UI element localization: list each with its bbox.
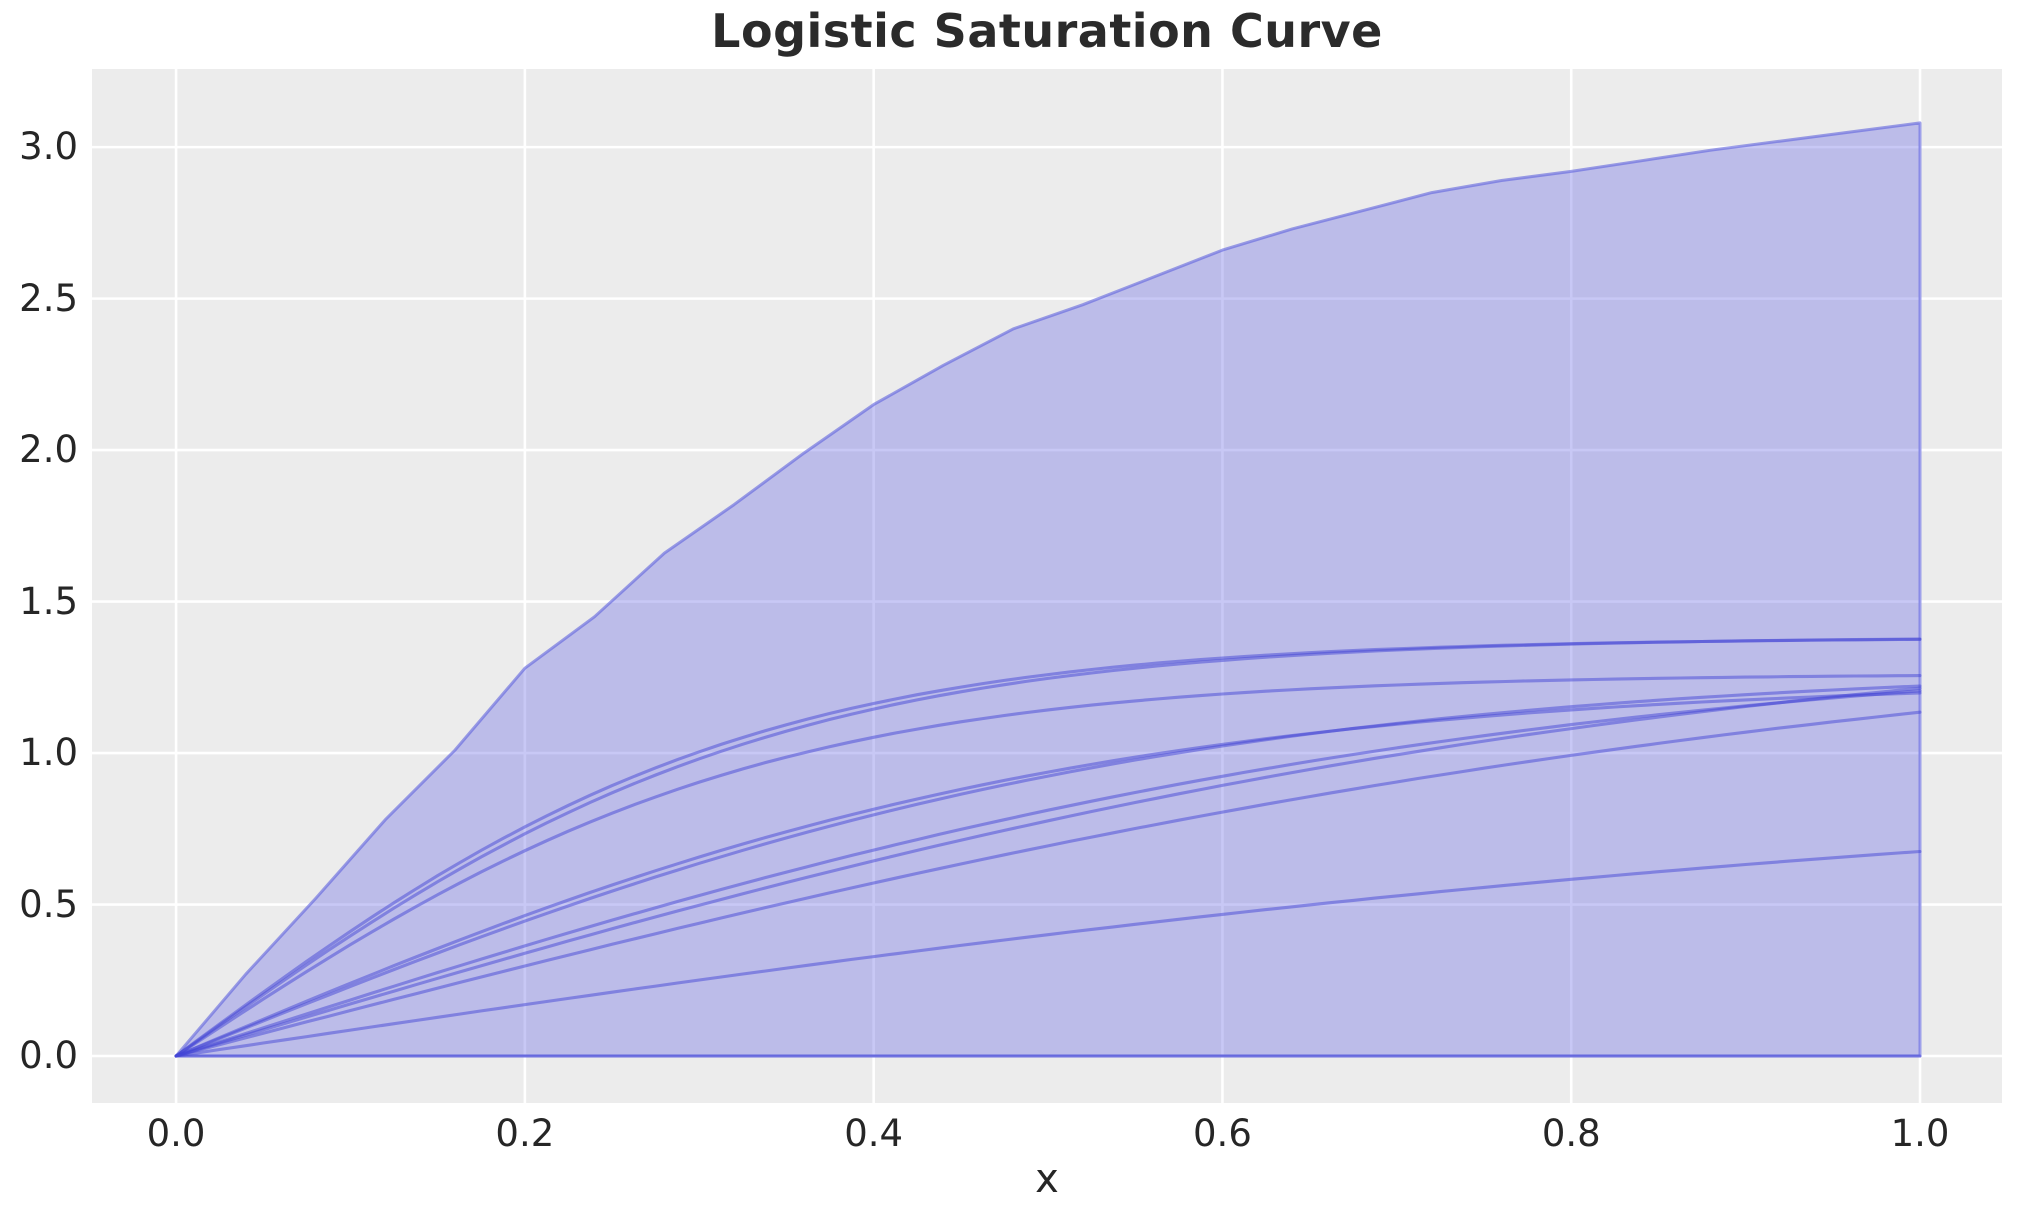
x-tick-label: 0.0 xyxy=(146,1112,206,1155)
x-tick-label: 0.8 xyxy=(1541,1112,1601,1155)
chart-title: Logistic Saturation Curve xyxy=(711,4,1383,58)
x-tick-label: 0.2 xyxy=(495,1112,555,1155)
saturation-curve xyxy=(174,710,1922,1058)
x-tick-label: 1.0 xyxy=(1890,1112,1950,1155)
saturation-curve xyxy=(174,637,1922,1058)
saturation-curve xyxy=(174,689,1922,1058)
y-tick-label: 1.0 xyxy=(19,731,78,775)
y-tick-label: 1.5 xyxy=(19,579,78,623)
x-tick-label: 0.6 xyxy=(1193,1112,1252,1155)
x-tick-label: 0.4 xyxy=(844,1112,904,1155)
plot-area xyxy=(92,69,2002,1103)
y-tick-label: 2.0 xyxy=(19,428,78,472)
y-tick-label: 0.0 xyxy=(19,1034,78,1077)
x-axis-label: x xyxy=(1035,1156,1059,1202)
saturation-curve xyxy=(174,849,1922,1058)
saturation-curve xyxy=(174,686,1922,1058)
hdi-band xyxy=(174,121,1922,1058)
saturation-curve xyxy=(174,691,1922,1058)
y-tick-label: 0.5 xyxy=(19,882,78,926)
saturation-chart-canvas xyxy=(92,69,2002,1103)
saturation-curve xyxy=(174,674,1922,1058)
y-tick-label: 3.0 xyxy=(19,125,78,169)
y-tick-label: 2.5 xyxy=(19,276,78,320)
saturation-curve xyxy=(174,684,1922,1058)
